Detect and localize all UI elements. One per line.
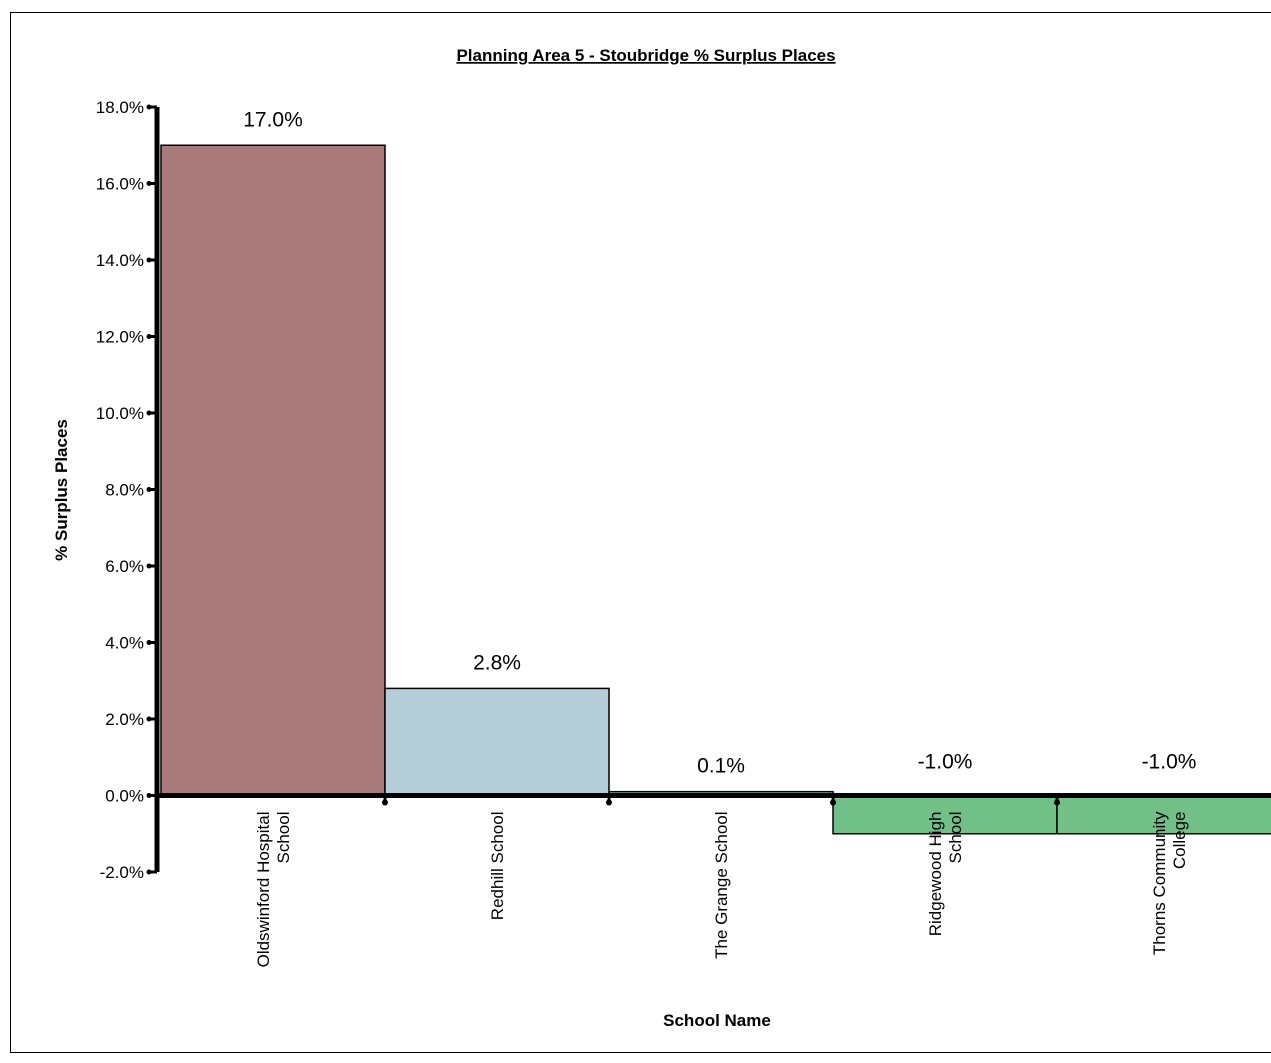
labels-layer: -2.0% 0.0% 2.0% 4.0% 6.0% 8.0% 10.0% 12.0% 14.0%… bbox=[96, 98, 1197, 967]
bar-1 bbox=[160, 144, 386, 797]
y-tick-label: 4.0% bbox=[105, 634, 144, 653]
y-tick-dot bbox=[146, 181, 152, 186]
bar-4 bbox=[832, 794, 1058, 835]
y-tick-dot bbox=[146, 410, 152, 416]
x-tick-label-line: School bbox=[946, 812, 965, 864]
x-axis-title: School Name bbox=[663, 1011, 771, 1030]
x-tick-dot bbox=[1054, 799, 1060, 806]
y-tick-dot bbox=[146, 869, 152, 875]
y-tick-label: 10.0% bbox=[96, 404, 144, 423]
y-tick-dot bbox=[146, 563, 152, 569]
y-tick-label: 12.0% bbox=[96, 328, 144, 347]
y-tick-label: 0.0% bbox=[105, 787, 144, 806]
x-tick-label-line: Thorns Community bbox=[1150, 811, 1169, 955]
x-tick-label-line: Ridgewood High bbox=[926, 812, 945, 937]
bar-5 bbox=[1056, 794, 1271, 835]
data-label-2: 2.8% bbox=[473, 651, 521, 674]
x-tick-label-line: College bbox=[1170, 812, 1189, 870]
y-tick-label: 14.0% bbox=[96, 251, 144, 270]
chart-title: Planning Area 5 - Stoubridge % Surplus P… bbox=[456, 46, 835, 65]
data-label-4: -1.0% bbox=[918, 751, 973, 774]
x-tick-label-4: Ridgewood High School bbox=[926, 812, 965, 937]
y-tick-dot bbox=[146, 257, 152, 263]
x-tick-label-line: The Grange School bbox=[712, 812, 731, 959]
y-tick-label: 18.0% bbox=[96, 98, 144, 117]
y-tick-dot bbox=[146, 716, 152, 722]
x-tick-dot bbox=[382, 799, 388, 806]
x-tick-label-line: School bbox=[274, 812, 293, 864]
y-tick-dot bbox=[146, 334, 152, 339]
bars-layer bbox=[160, 144, 1271, 835]
y-tick-dot bbox=[146, 793, 152, 798]
x-tick-label-line: Redhill School bbox=[488, 812, 507, 921]
y-tick-dot bbox=[146, 640, 152, 645]
y-tick-label: 2.0% bbox=[105, 710, 144, 729]
y-tick-label: 6.0% bbox=[105, 557, 144, 576]
data-label-3: 0.1% bbox=[697, 755, 745, 778]
x-tick-label-2: Redhill School bbox=[488, 812, 507, 921]
y-tick-dot bbox=[146, 104, 152, 110]
data-label-5: -1.0% bbox=[1142, 751, 1197, 774]
data-label-1: 17.0% bbox=[243, 108, 303, 131]
axes-layer bbox=[146, 104, 1271, 875]
y-axis-title: % Surplus Places bbox=[52, 419, 71, 561]
y-tick-label: 16.0% bbox=[96, 175, 144, 194]
y-tick-label: -2.0% bbox=[100, 863, 144, 882]
x-tick-label-3: The Grange School bbox=[712, 812, 731, 959]
x-tick-label-line: Oldswinford Hospital bbox=[254, 812, 273, 968]
x-tick-dot bbox=[606, 799, 612, 806]
bar-2 bbox=[384, 687, 610, 797]
y-tick-dot bbox=[146, 487, 152, 492]
y-tick-label: 8.0% bbox=[105, 481, 144, 500]
x-tick-label-1: Oldswinford Hospital School bbox=[254, 812, 293, 968]
x-tick-label-5: Thorns Community College bbox=[1150, 811, 1189, 955]
x-tick-dot bbox=[830, 799, 836, 806]
